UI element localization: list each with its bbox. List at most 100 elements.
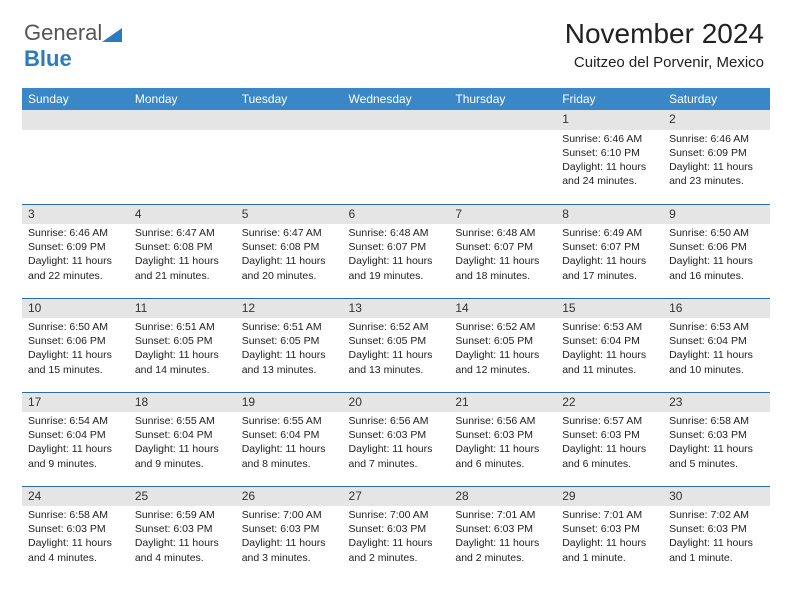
sunrise-text: Sunrise: 6:54 AM [28, 414, 123, 428]
calendar-cell: 11Sunrise: 6:51 AMSunset: 6:05 PMDayligh… [129, 298, 236, 392]
calendar-cell: 30Sunrise: 7:02 AMSunset: 6:03 PMDayligh… [663, 486, 770, 580]
calendar-cell: 3Sunrise: 6:46 AMSunset: 6:09 PMDaylight… [22, 204, 129, 298]
day-number: 4 [129, 205, 236, 225]
sunrise-text: Sunrise: 7:02 AM [669, 508, 764, 522]
daylight-text: Daylight: 11 hours and 7 minutes. [349, 442, 444, 470]
calendar-cell [22, 110, 129, 204]
daylight-text: Daylight: 11 hours and 13 minutes. [242, 348, 337, 376]
sunrise-text: Sunrise: 6:48 AM [349, 226, 444, 240]
day-number: 1 [556, 110, 663, 130]
sunset-text: Sunset: 6:05 PM [349, 334, 444, 348]
sunrise-text: Sunrise: 6:57 AM [562, 414, 657, 428]
logo-text-blue: Blue [24, 46, 72, 71]
daylight-text: Daylight: 11 hours and 23 minutes. [669, 160, 764, 188]
sunset-text: Sunset: 6:03 PM [242, 522, 337, 536]
sunset-text: Sunset: 6:04 PM [28, 428, 123, 442]
day-data: Sunrise: 6:48 AMSunset: 6:07 PMDaylight:… [449, 224, 556, 287]
daylight-text: Daylight: 11 hours and 6 minutes. [562, 442, 657, 470]
day-data: Sunrise: 7:02 AMSunset: 6:03 PMDaylight:… [663, 506, 770, 569]
calendar-week: 17Sunrise: 6:54 AMSunset: 6:04 PMDayligh… [22, 392, 770, 486]
sunrise-text: Sunrise: 6:56 AM [349, 414, 444, 428]
sunrise-text: Sunrise: 6:58 AM [669, 414, 764, 428]
day-number: 17 [22, 393, 129, 413]
calendar-cell: 6Sunrise: 6:48 AMSunset: 6:07 PMDaylight… [343, 204, 450, 298]
daylight-text: Daylight: 11 hours and 5 minutes. [669, 442, 764, 470]
sunset-text: Sunset: 6:06 PM [28, 334, 123, 348]
day-data: Sunrise: 7:01 AMSunset: 6:03 PMDaylight:… [556, 506, 663, 569]
day-number: 11 [129, 299, 236, 319]
day-number: 12 [236, 299, 343, 319]
day-number: 2 [663, 110, 770, 130]
sunrise-text: Sunrise: 6:52 AM [349, 320, 444, 334]
calendar-cell: 20Sunrise: 6:56 AMSunset: 6:03 PMDayligh… [343, 392, 450, 486]
day-number: 20 [343, 393, 450, 413]
day-number: 5 [236, 205, 343, 225]
daylight-text: Daylight: 11 hours and 18 minutes. [455, 254, 550, 282]
sunrise-text: Sunrise: 6:58 AM [28, 508, 123, 522]
page-title: November 2024 [565, 18, 764, 50]
calendar-cell: 9Sunrise: 6:50 AMSunset: 6:06 PMDaylight… [663, 204, 770, 298]
sunrise-text: Sunrise: 7:01 AM [562, 508, 657, 522]
calendar-cell: 18Sunrise: 6:55 AMSunset: 6:04 PMDayligh… [129, 392, 236, 486]
day-data: Sunrise: 6:46 AMSunset: 6:09 PMDaylight:… [22, 224, 129, 287]
daylight-text: Daylight: 11 hours and 14 minutes. [135, 348, 230, 376]
day-data: Sunrise: 6:55 AMSunset: 6:04 PMDaylight:… [236, 412, 343, 475]
calendar-cell: 26Sunrise: 7:00 AMSunset: 6:03 PMDayligh… [236, 486, 343, 580]
calendar-table: Sunday Monday Tuesday Wednesday Thursday… [22, 88, 770, 580]
calendar-cell: 7Sunrise: 6:48 AMSunset: 6:07 PMDaylight… [449, 204, 556, 298]
day-number: 30 [663, 487, 770, 507]
sunset-text: Sunset: 6:08 PM [135, 240, 230, 254]
calendar-cell: 1Sunrise: 6:46 AMSunset: 6:10 PMDaylight… [556, 110, 663, 204]
sunset-text: Sunset: 6:03 PM [562, 522, 657, 536]
day-number: 9 [663, 205, 770, 225]
daylight-text: Daylight: 11 hours and 1 minute. [669, 536, 764, 564]
sunrise-text: Sunrise: 6:55 AM [242, 414, 337, 428]
sunrise-text: Sunrise: 6:53 AM [562, 320, 657, 334]
sunrise-text: Sunrise: 6:50 AM [28, 320, 123, 334]
daylight-text: Daylight: 11 hours and 8 minutes. [242, 442, 337, 470]
calendar-cell: 29Sunrise: 7:01 AMSunset: 6:03 PMDayligh… [556, 486, 663, 580]
sunset-text: Sunset: 6:04 PM [669, 334, 764, 348]
sunset-text: Sunset: 6:05 PM [242, 334, 337, 348]
daylight-text: Daylight: 11 hours and 24 minutes. [562, 160, 657, 188]
day-number: 29 [556, 487, 663, 507]
sunrise-text: Sunrise: 6:53 AM [669, 320, 764, 334]
sunrise-text: Sunrise: 6:50 AM [669, 226, 764, 240]
daylight-text: Daylight: 11 hours and 12 minutes. [455, 348, 550, 376]
day-number: 8 [556, 205, 663, 225]
daylight-text: Daylight: 11 hours and 9 minutes. [135, 442, 230, 470]
day-data: Sunrise: 6:56 AMSunset: 6:03 PMDaylight:… [449, 412, 556, 475]
sunset-text: Sunset: 6:03 PM [455, 522, 550, 536]
day-number: 25 [129, 487, 236, 507]
calendar-cell: 24Sunrise: 6:58 AMSunset: 6:03 PMDayligh… [22, 486, 129, 580]
calendar-cell: 15Sunrise: 6:53 AMSunset: 6:04 PMDayligh… [556, 298, 663, 392]
day-data: Sunrise: 6:58 AMSunset: 6:03 PMDaylight:… [22, 506, 129, 569]
sunset-text: Sunset: 6:03 PM [562, 428, 657, 442]
day-data: Sunrise: 6:51 AMSunset: 6:05 PMDaylight:… [129, 318, 236, 381]
calendar-week: 1Sunrise: 6:46 AMSunset: 6:10 PMDaylight… [22, 110, 770, 204]
sunset-text: Sunset: 6:10 PM [562, 146, 657, 160]
sunrise-text: Sunrise: 6:51 AM [135, 320, 230, 334]
sunset-text: Sunset: 6:04 PM [135, 428, 230, 442]
daylight-text: Daylight: 11 hours and 13 minutes. [349, 348, 444, 376]
day-number [22, 110, 129, 130]
col-tuesday: Tuesday [236, 88, 343, 110]
daylight-text: Daylight: 11 hours and 2 minutes. [349, 536, 444, 564]
day-number: 23 [663, 393, 770, 413]
calendar-cell: 4Sunrise: 6:47 AMSunset: 6:08 PMDaylight… [129, 204, 236, 298]
daylight-text: Daylight: 11 hours and 21 minutes. [135, 254, 230, 282]
day-data: Sunrise: 6:56 AMSunset: 6:03 PMDaylight:… [343, 412, 450, 475]
sunset-text: Sunset: 6:03 PM [455, 428, 550, 442]
daylight-text: Daylight: 11 hours and 9 minutes. [28, 442, 123, 470]
daylight-text: Daylight: 11 hours and 15 minutes. [28, 348, 123, 376]
day-data: Sunrise: 7:00 AMSunset: 6:03 PMDaylight:… [343, 506, 450, 569]
calendar-header-row: Sunday Monday Tuesday Wednesday Thursday… [22, 88, 770, 110]
sunset-text: Sunset: 6:06 PM [669, 240, 764, 254]
daylight-text: Daylight: 11 hours and 11 minutes. [562, 348, 657, 376]
day-number: 10 [22, 299, 129, 319]
sunset-text: Sunset: 6:05 PM [135, 334, 230, 348]
daylight-text: Daylight: 11 hours and 16 minutes. [669, 254, 764, 282]
calendar-week: 24Sunrise: 6:58 AMSunset: 6:03 PMDayligh… [22, 486, 770, 580]
day-number: 16 [663, 299, 770, 319]
day-data: Sunrise: 6:46 AMSunset: 6:09 PMDaylight:… [663, 130, 770, 193]
